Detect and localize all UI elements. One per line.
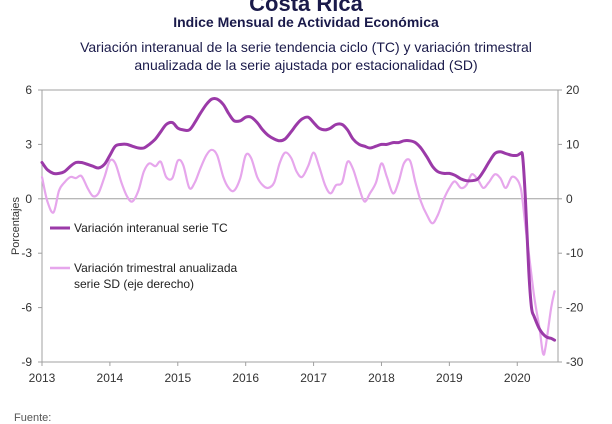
plot-frame: 6 3 0 -3 -6 -9 20 10 0 -10 -20 -30 2013 2014 2015 2016 2… xyxy=(10,83,584,385)
y-right-tick-label: -30 xyxy=(566,355,584,369)
chart-description: Variación interanual de la serie tendenc… xyxy=(0,38,612,74)
page-title: Costa Rica xyxy=(249,0,363,16)
y-left-tick-label: -6 xyxy=(21,301,32,315)
x-tick-label: 2018 xyxy=(368,371,395,385)
x-tick-label: 2013 xyxy=(29,371,56,385)
y-left-tick-label: 0 xyxy=(25,192,32,206)
y-right-tick-label: 10 xyxy=(566,137,580,151)
plot-border xyxy=(41,89,559,363)
x-tick-label: 2014 xyxy=(97,371,124,385)
x-tick-label: 2017 xyxy=(300,371,327,385)
y-right-tick-label: -10 xyxy=(566,246,584,260)
legend: Variación interanual serie TC Variación t… xyxy=(50,221,238,291)
x-tick-label: 2015 xyxy=(164,371,191,385)
description-line-2: anualizada de la serie ajustada por esta… xyxy=(134,57,478,73)
series-line-tc xyxy=(40,96,557,342)
y-right-tick-label: -20 xyxy=(566,301,584,315)
chart-subtitle: Indice Mensual de Actividad Económica xyxy=(173,14,439,30)
description-line-1: Variación interanual de la serie tendenc… xyxy=(80,39,532,55)
x-tick-label: 2016 xyxy=(232,371,259,385)
y-left-tick-label: -3 xyxy=(21,246,32,260)
y-right-tick-label: 20 xyxy=(566,83,580,97)
x-tick-label: 2020 xyxy=(504,371,531,385)
y-right-tick-label: 0 xyxy=(566,192,573,206)
legend-label-sd-line1: Variación trimestral anualizada xyxy=(74,261,238,275)
series-line-sd xyxy=(40,148,556,356)
y-left-tick-label: 3 xyxy=(25,137,32,151)
y-axis-label: Porcentajes xyxy=(10,196,22,255)
source-label: Fuente: xyxy=(14,412,52,424)
series-lines xyxy=(40,96,557,356)
y-left-tick-label: -9 xyxy=(21,355,32,369)
x-tick-label: 2019 xyxy=(436,371,463,385)
y-left-tick-label: 6 xyxy=(25,83,32,97)
legend-label-sd-line2: serie SD (eje derecho) xyxy=(74,277,194,291)
legend-label-tc: Variación interanual serie TC xyxy=(74,221,228,235)
